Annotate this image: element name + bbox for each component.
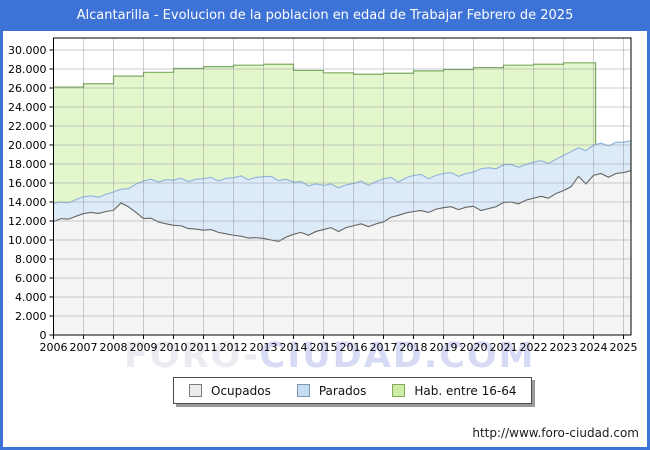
y-tick-label: 24.000 (8, 101, 47, 114)
y-tick-label: 12.000 (8, 215, 47, 228)
y-tick-label: 10.000 (8, 234, 47, 247)
x-tick-label: 2018 (400, 341, 428, 354)
plot-border (53, 37, 632, 336)
watermark-part2: CIUDAD.COM (259, 336, 536, 376)
legend-swatch-parados (296, 384, 310, 397)
footer-url: http://www.foro-ciudad.com (472, 426, 639, 440)
x-tick-label: 2016 (340, 341, 368, 354)
x-tick-label: 2022 (520, 341, 548, 354)
legend-label-ocupados: Ocupados (211, 383, 271, 398)
y-tick-label: 28.000 (8, 63, 47, 76)
y-tick-label: 14.000 (8, 196, 47, 209)
legend-swatch-hab-16-64 (392, 384, 406, 397)
y-tick-label: 18.000 (8, 158, 47, 171)
watermark-part1: FORO- (124, 336, 260, 376)
chart-legend: Ocupados Parados Hab. entre 16-64 (173, 377, 533, 404)
watermark: FORO-CIUDAD.COM (124, 336, 535, 376)
legend-label-parados: Parados (318, 383, 367, 398)
y-tick-label: 8.000 (15, 253, 47, 266)
x-tick-label: 2009 (130, 341, 158, 354)
legend-item-ocupados: Ocupados (189, 384, 271, 398)
legend-item-hab-16-64: Hab. entre 16-64 (392, 384, 516, 398)
y-tick-label: 16.000 (8, 177, 47, 190)
x-tick-label: 2023 (550, 341, 578, 354)
y-tick-label: 4.000 (15, 291, 47, 304)
x-tick-label: 2013 (250, 341, 278, 354)
x-tick-label: 2019 (430, 341, 458, 354)
line-ocupados (53, 170, 632, 243)
legend-label-hab-16-64: Hab. entre 16-64 (414, 383, 517, 398)
x-tick-label: 2011 (190, 341, 218, 354)
legend-swatch-ocupados (189, 384, 202, 397)
area-ocupados (53, 170, 631, 335)
x-tick-label: 2017 (370, 341, 398, 354)
y-tick-label: 20.000 (8, 139, 47, 152)
y-tick-label: 22.000 (8, 120, 47, 133)
legend-item-parados: Parados (296, 383, 367, 398)
x-tick-label: 2007 (70, 341, 98, 354)
line-hab-16-64 (53, 62, 597, 335)
x-tick-label: 2012 (220, 341, 248, 354)
y-tick-label: 26.000 (8, 82, 47, 95)
x-tick-label: 2025 (610, 341, 638, 354)
x-tick-label: 2010 (160, 341, 188, 354)
x-tick-label: 2008 (100, 341, 128, 354)
y-tick-label: 6.000 (15, 272, 47, 285)
x-tick-label: 2020 (460, 341, 488, 354)
y-tick-label: 2.000 (15, 310, 47, 323)
y-tick-label: 30.000 (8, 44, 47, 57)
line-parados (53, 140, 632, 204)
x-tick-label: 2006 (40, 341, 68, 354)
chart-title: Alcantarilla - Evolucion de la poblacion… (0, 0, 650, 31)
y-tick-label: 0 (40, 329, 47, 342)
x-tick-label: 2021 (490, 341, 518, 354)
x-tick-label: 2014 (280, 341, 308, 354)
x-tick-label: 2015 (310, 341, 338, 354)
x-tick-label: 2024 (580, 341, 608, 354)
